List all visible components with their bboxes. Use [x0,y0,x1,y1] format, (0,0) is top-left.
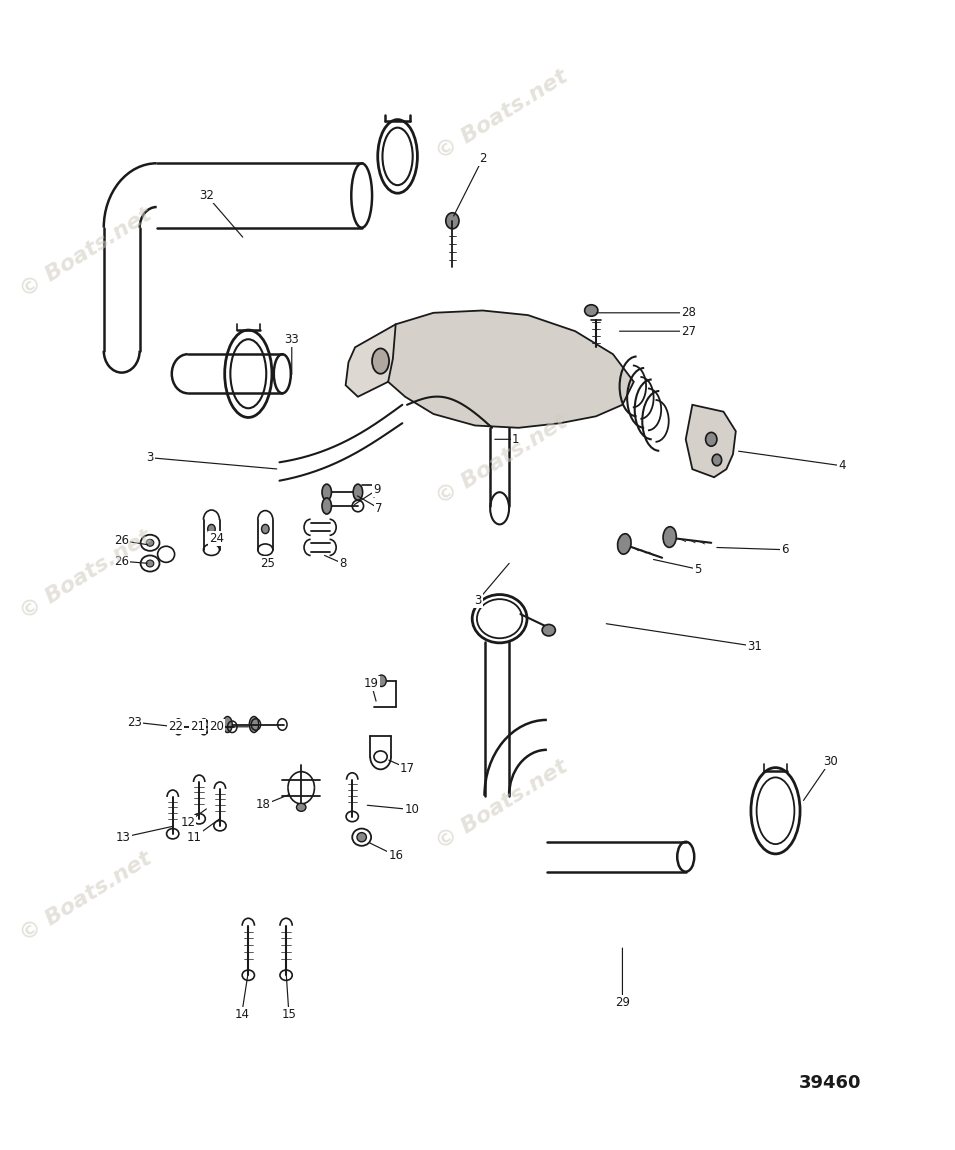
Polygon shape [686,405,735,477]
Text: 25: 25 [260,557,275,570]
Text: 32: 32 [200,189,214,202]
Text: 5: 5 [694,562,702,576]
Ellipse shape [296,803,306,812]
Text: 6: 6 [781,543,789,557]
Text: 28: 28 [681,306,696,320]
Text: 8: 8 [339,557,347,570]
Ellipse shape [322,498,331,514]
Text: 19: 19 [364,676,378,690]
Text: © Boats.net: © Boats.net [432,757,571,853]
Text: © Boats.net: © Boats.net [16,527,156,623]
Ellipse shape [706,432,717,446]
Text: 21: 21 [190,720,204,734]
Text: 17: 17 [399,761,414,775]
Ellipse shape [372,348,389,374]
Ellipse shape [174,719,183,735]
Text: 3: 3 [475,593,481,607]
Ellipse shape [542,624,556,636]
Text: 24: 24 [209,531,223,545]
Ellipse shape [377,675,386,687]
Text: © Boats.net: © Boats.net [432,67,571,163]
Text: 26: 26 [115,534,129,547]
Text: 7: 7 [375,501,382,515]
Ellipse shape [618,534,631,554]
Text: 9: 9 [373,483,380,497]
Text: 39460: 39460 [799,1074,861,1092]
Ellipse shape [249,716,259,733]
Text: 20: 20 [209,720,223,734]
Text: 30: 30 [823,754,838,768]
Text: 2: 2 [478,152,486,166]
Ellipse shape [322,484,331,500]
Ellipse shape [353,484,363,500]
Text: 16: 16 [388,849,403,862]
Text: 23: 23 [128,715,142,729]
Text: © Boats.net: © Boats.net [16,849,156,945]
Text: 33: 33 [285,332,299,346]
Text: 13: 13 [117,830,131,844]
Ellipse shape [146,560,154,567]
Text: 4: 4 [838,459,845,473]
Ellipse shape [207,524,215,534]
Text: 10: 10 [404,803,419,816]
Text: 18: 18 [256,798,271,812]
Text: 11: 11 [187,830,202,844]
Ellipse shape [262,524,269,534]
Text: 15: 15 [282,1007,296,1021]
Ellipse shape [146,539,154,546]
Text: 14: 14 [234,1007,249,1021]
Text: 31: 31 [747,639,762,653]
Text: 29: 29 [615,996,630,1010]
Text: © Boats.net: © Boats.net [432,412,571,508]
Text: 26: 26 [115,554,129,568]
Text: 22: 22 [168,720,183,734]
Ellipse shape [663,527,676,547]
Ellipse shape [357,833,367,842]
Text: 1: 1 [512,432,520,446]
Ellipse shape [200,719,208,735]
Ellipse shape [584,305,598,316]
Text: 3: 3 [146,451,154,465]
Polygon shape [346,324,414,397]
Text: 12: 12 [180,815,196,829]
Text: 27: 27 [681,324,696,338]
Ellipse shape [223,716,232,733]
Ellipse shape [446,213,459,229]
Text: © Boats.net: © Boats.net [16,205,156,301]
Ellipse shape [712,454,722,466]
Polygon shape [388,310,634,428]
